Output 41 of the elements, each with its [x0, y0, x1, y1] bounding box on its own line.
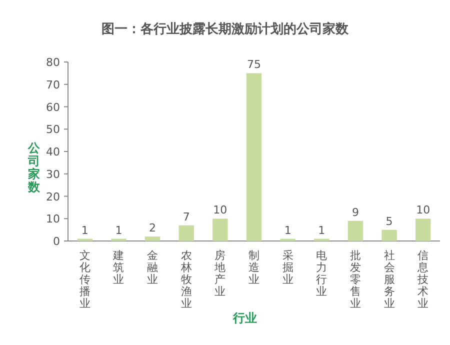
- x-tick-label: 社会服务业: [384, 249, 395, 310]
- x-tick-label: 信息技术业: [416, 249, 429, 310]
- data-label: 1: [284, 224, 292, 237]
- bar: [348, 220, 364, 241]
- data-label: 1: [318, 224, 326, 237]
- data-label: 10: [416, 204, 430, 217]
- x-tick-label: 农林牧渔业: [180, 249, 192, 310]
- y-tick-label: 0: [53, 235, 60, 248]
- bar: [144, 236, 160, 241]
- y-tick-label: 50: [46, 123, 60, 136]
- data-label: 5: [386, 214, 393, 228]
- chart-title: 图一：各行业披露长期激励计划的公司家数: [102, 21, 350, 37]
- x-tick-label: 电力行业: [316, 249, 328, 298]
- data-label: 75: [247, 58, 261, 72]
- data-label: 10: [213, 204, 228, 217]
- data-label: 1: [115, 224, 122, 237]
- x-tick-label: 采掘业: [282, 249, 294, 286]
- x-tick-label: 房地产业: [214, 249, 226, 298]
- y-tick-label: 20: [46, 190, 60, 204]
- x-axis-title: 行业: [232, 311, 257, 325]
- y-tick-label: 70: [46, 78, 60, 92]
- x-tick-label: 建筑业: [112, 249, 124, 286]
- bar: [212, 218, 228, 241]
- y-tick-label: 40: [46, 146, 60, 158]
- x-tick-label: 文化传播业: [79, 249, 90, 310]
- x-tick-label: 批发零售业: [350, 249, 361, 310]
- y-axis-title: 公司家数: [27, 141, 41, 194]
- y-tick-label: 10: [46, 212, 60, 226]
- x-tick-label: 制造业: [248, 249, 260, 286]
- data-label: 1: [81, 224, 88, 237]
- y-tick-label: 60: [46, 100, 60, 114]
- bar: [178, 225, 194, 241]
- y-tick-label: 30: [46, 168, 60, 181]
- bar: [382, 230, 397, 241]
- y-tick-label: 80: [46, 56, 60, 69]
- bar: [415, 218, 431, 241]
- x-tick-label: 金融业: [147, 249, 158, 286]
- bar: [246, 73, 262, 241]
- data-label: 2: [149, 222, 156, 235]
- data-label: 7: [182, 210, 190, 224]
- data-label: 9: [352, 206, 359, 219]
